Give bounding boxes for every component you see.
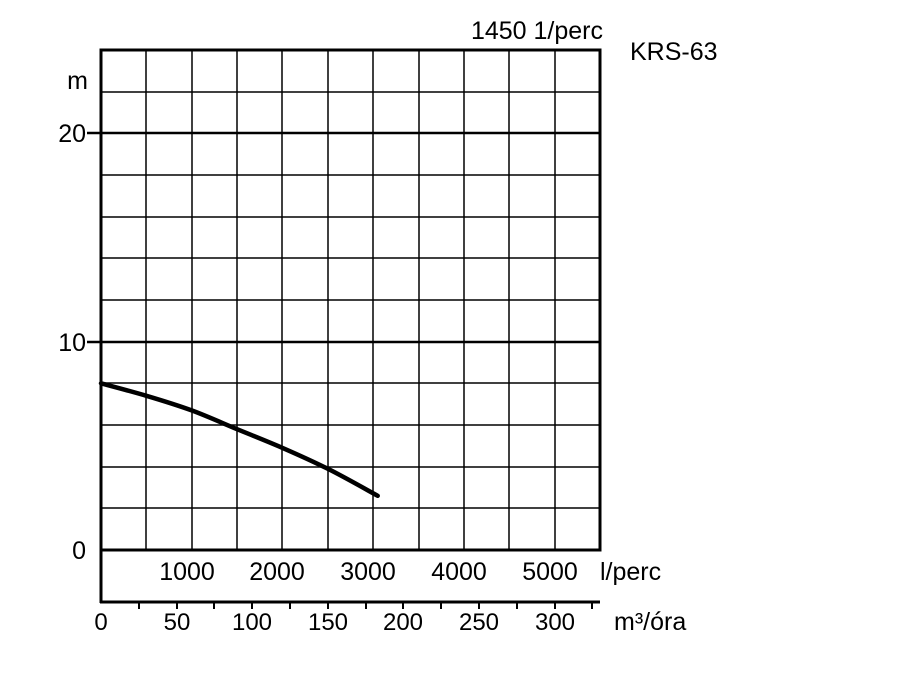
x-primary-tick-label: 1000: [159, 558, 215, 586]
x-primary-tick-label: 5000: [522, 558, 578, 586]
x-secondary-tick-label: 250: [459, 609, 499, 636]
x-secondary-tick-label: 100: [232, 609, 272, 636]
y-tick-label: 0: [72, 537, 86, 565]
x-secondary-tick-label: 300: [535, 609, 575, 636]
series-line: [98, 381, 380, 499]
y-tick-labels: 0 10 20: [58, 120, 86, 565]
m3h-axis-ticks: [138, 602, 593, 609]
x-secondary-tick-labels: 0 50 100 150 200 250 300: [94, 609, 575, 636]
x-primary-tick-label: 2000: [249, 558, 305, 586]
y-tick-label: 20: [58, 120, 86, 148]
x-primary-tick-label: 4000: [431, 558, 487, 586]
grid: [87, 50, 600, 550]
x-secondary-unit-label: m³/óra: [614, 608, 686, 636]
x-primary-tick-labels: 1000 2000 3000 4000 5000: [159, 558, 578, 586]
x-secondary-tick-label: 200: [383, 609, 423, 636]
x-secondary-tick-label: 50: [164, 609, 191, 636]
x-secondary-tick-label: 0: [94, 609, 107, 636]
chart-title: KRS-63: [630, 38, 718, 66]
x-primary-tick-label: 3000: [340, 558, 396, 586]
x-secondary-tick-label: 150: [308, 609, 348, 636]
x-primary-unit-label: l/perc: [600, 558, 661, 586]
y-unit-label: m: [67, 67, 88, 95]
y-tick-label: 10: [58, 329, 86, 357]
speed-label: 1450 1/perc: [471, 17, 603, 45]
